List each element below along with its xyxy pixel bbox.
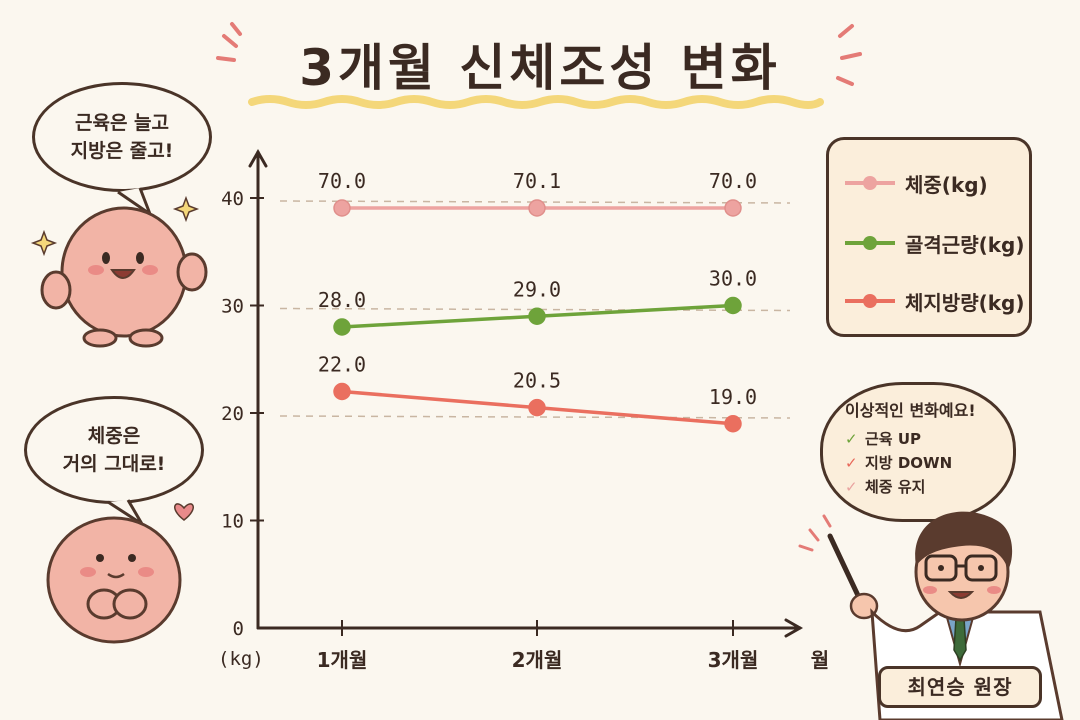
data-point-weight — [333, 199, 351, 217]
checklist-item: ✓ 체중 유지 — [845, 475, 1013, 499]
data-point-weight — [724, 199, 742, 217]
speech-bubble-top-line-1: 근육은 늘고 — [74, 112, 169, 134]
speech-bubble-top-line-2: 지방은 줄고! — [70, 140, 174, 162]
checklist-item-text: 지방 DOWN — [865, 454, 953, 472]
x-tick-label: 2개월 — [512, 648, 563, 672]
y-tick-label: 40 — [221, 188, 244, 210]
doctor-speech-bubble: 이상적인 변화예요! ✓ 근육 UP ✓ 지방 DOWN ✓ 체중 유지 — [820, 382, 1016, 522]
data-point-fat — [528, 398, 546, 417]
y-tick-label: 10 — [221, 511, 244, 533]
data-label-muscle: 30.0 — [709, 267, 757, 291]
y-tick-label: 0 — [233, 618, 244, 640]
legend-label-weight: 체중(kg) — [905, 172, 988, 197]
legend-item-fat: 체지방량(kg) — [843, 286, 1025, 316]
title-underline — [248, 95, 824, 109]
y-tick-label: 20 — [221, 403, 244, 425]
x-tick-label: 1개월 — [317, 648, 368, 672]
legend-item-muscle: 골격근량(kg) — [843, 228, 1025, 258]
x-tick-label: 3개월 — [708, 648, 759, 672]
data-label-weight: 70.1 — [513, 169, 561, 193]
data-point-fat — [724, 415, 742, 433]
characters-left — [30, 187, 208, 644]
data-point-muscle — [724, 296, 742, 315]
doctor-nameplate: 최연승 원장 — [878, 666, 1042, 708]
pointer-spark — [798, 514, 832, 552]
speech-bubble-bottom-line-1: 체중은 — [87, 425, 141, 447]
checklist-item: ✓ 지방 DOWN — [845, 451, 1013, 475]
check-icon: ✓ — [845, 478, 858, 496]
data-point-muscle — [333, 318, 351, 336]
glasses-icon — [924, 554, 998, 582]
data-point-fat — [333, 382, 351, 401]
legend-marker-fat — [845, 294, 895, 308]
legend-label-fat: 체지방량(kg) — [905, 290, 1025, 315]
sparkle-icon — [30, 229, 58, 257]
data-label-muscle: 29.0 — [513, 277, 561, 301]
checklist-item-text: 체중 유지 — [865, 478, 926, 496]
data-label-weight: 70.0 — [709, 169, 757, 193]
y-tick-label: 30 — [221, 296, 244, 318]
check-icon: ✓ — [845, 430, 858, 448]
legend-marker-muscle — [845, 236, 895, 250]
chart-legend: 체중(kg) 골격근량(kg) 체지방량(kg) — [826, 137, 1032, 337]
data-label-weight: 70.0 — [318, 169, 366, 193]
data-label-muscle: 28.0 — [318, 288, 366, 312]
speech-bubble-top: 근육은 늘고 지방은 줄고! — [32, 82, 212, 192]
data-label-fat: 19.0 — [709, 385, 757, 409]
legend-marker-weight — [845, 176, 895, 190]
doctor-hair — [915, 511, 1013, 570]
data-point-muscle — [528, 307, 546, 325]
speech-bubble-bottom-line-2: 거의 그대로! — [62, 453, 166, 475]
doctor-bubble-heading: 이상적인 변화예요! — [845, 401, 976, 420]
heart-icon — [174, 503, 194, 521]
shy-blob-character — [46, 516, 182, 644]
legend-item-weight: 체중(kg) — [843, 168, 988, 198]
sparkle-icon — [172, 195, 200, 223]
x-axis-arrow — [784, 618, 804, 638]
legend-label-muscle: 골격근량(kg) — [905, 232, 1025, 257]
data-point-weight — [528, 199, 546, 217]
title-spark-left — [216, 22, 242, 62]
y-axis-unit-label: (kg) — [218, 648, 264, 670]
y-axis-arrow — [248, 148, 268, 168]
data-label-fat: 22.0 — [318, 353, 366, 377]
page-title: 3개월 신체조성 변화 — [299, 39, 781, 97]
x-axis-unit-label: 월 — [811, 648, 829, 672]
doctor-tie — [953, 617, 967, 662]
pointer-stick — [827, 533, 865, 607]
title-spark-right — [836, 24, 862, 86]
doctor-mouth — [947, 591, 975, 599]
data-label-fat: 20.5 — [513, 369, 561, 393]
speech-bubble-bottom: 체중은 거의 그대로! — [24, 396, 204, 504]
checklist-item-text: 근육 UP — [865, 430, 921, 448]
check-icon: ✓ — [845, 454, 858, 472]
checklist-item: ✓ 근육 UP — [845, 427, 1013, 451]
happy-blob-character — [40, 206, 208, 348]
